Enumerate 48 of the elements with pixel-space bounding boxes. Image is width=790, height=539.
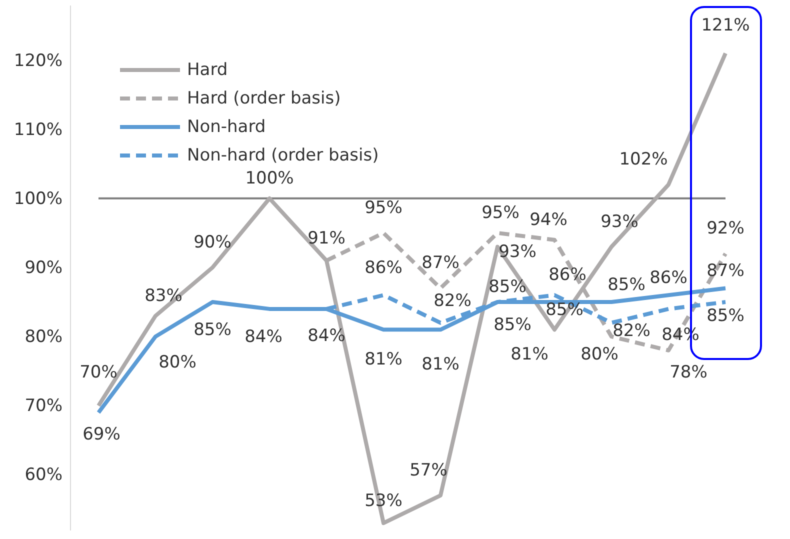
data-label: 82% [612, 320, 650, 341]
legend-label: Hard (order basis) [187, 88, 341, 108]
y-tick-label: 80% [24, 327, 62, 348]
legend-label: Non-hard [187, 117, 266, 137]
data-label: 81% [422, 354, 460, 375]
data-label: 53% [364, 491, 402, 512]
data-label: 100% [245, 168, 294, 188]
data-label: 83% [144, 286, 182, 306]
data-label: 85% [706, 306, 744, 326]
data-label: 80% [580, 344, 618, 365]
data-label: 85% [488, 277, 526, 298]
data-label: 86% [650, 268, 688, 288]
data-label: 92% [706, 218, 744, 239]
data-label: 78% [670, 362, 708, 382]
data-label: 85% [546, 300, 584, 320]
data-label: 90% [194, 232, 232, 252]
data-label: 85% [194, 320, 232, 340]
y-tick-label: 60% [24, 465, 62, 486]
data-label: 93% [498, 242, 536, 262]
data-label: 84% [308, 326, 346, 346]
data-label: 80% [158, 352, 196, 373]
data-label: 95% [482, 202, 520, 223]
y-tick-label: 110% [14, 120, 62, 140]
legend-label: Non-hard (order basis) [187, 146, 379, 166]
data-label: 81% [510, 344, 548, 365]
data-label: 81% [364, 350, 402, 370]
y-tick-label: 120% [14, 50, 62, 71]
data-label: 86% [548, 265, 586, 286]
data-label: 121% [701, 15, 750, 36]
data-label: 102% [619, 150, 668, 170]
data-label: 85% [494, 315, 532, 336]
y-tick-label: 90% [24, 258, 62, 278]
data-label: 93% [600, 212, 638, 232]
data-label: 91% [308, 228, 346, 249]
data-label: 95% [364, 198, 402, 218]
y-tick-label: 70% [24, 396, 62, 416]
data-label: 87% [422, 253, 460, 274]
data-label: 84% [244, 326, 282, 347]
y-tick-label: 100% [14, 188, 62, 209]
data-label: 86% [364, 258, 402, 278]
data-label: 87% [706, 261, 744, 282]
legend-label: Hard [187, 60, 228, 80]
data-label: 69% [82, 424, 120, 445]
data-label: 70% [80, 362, 118, 383]
data-label: 85% [608, 275, 646, 296]
data-label: 57% [410, 460, 448, 480]
data-label: 82% [434, 290, 472, 311]
data-label: 94% [530, 210, 568, 230]
